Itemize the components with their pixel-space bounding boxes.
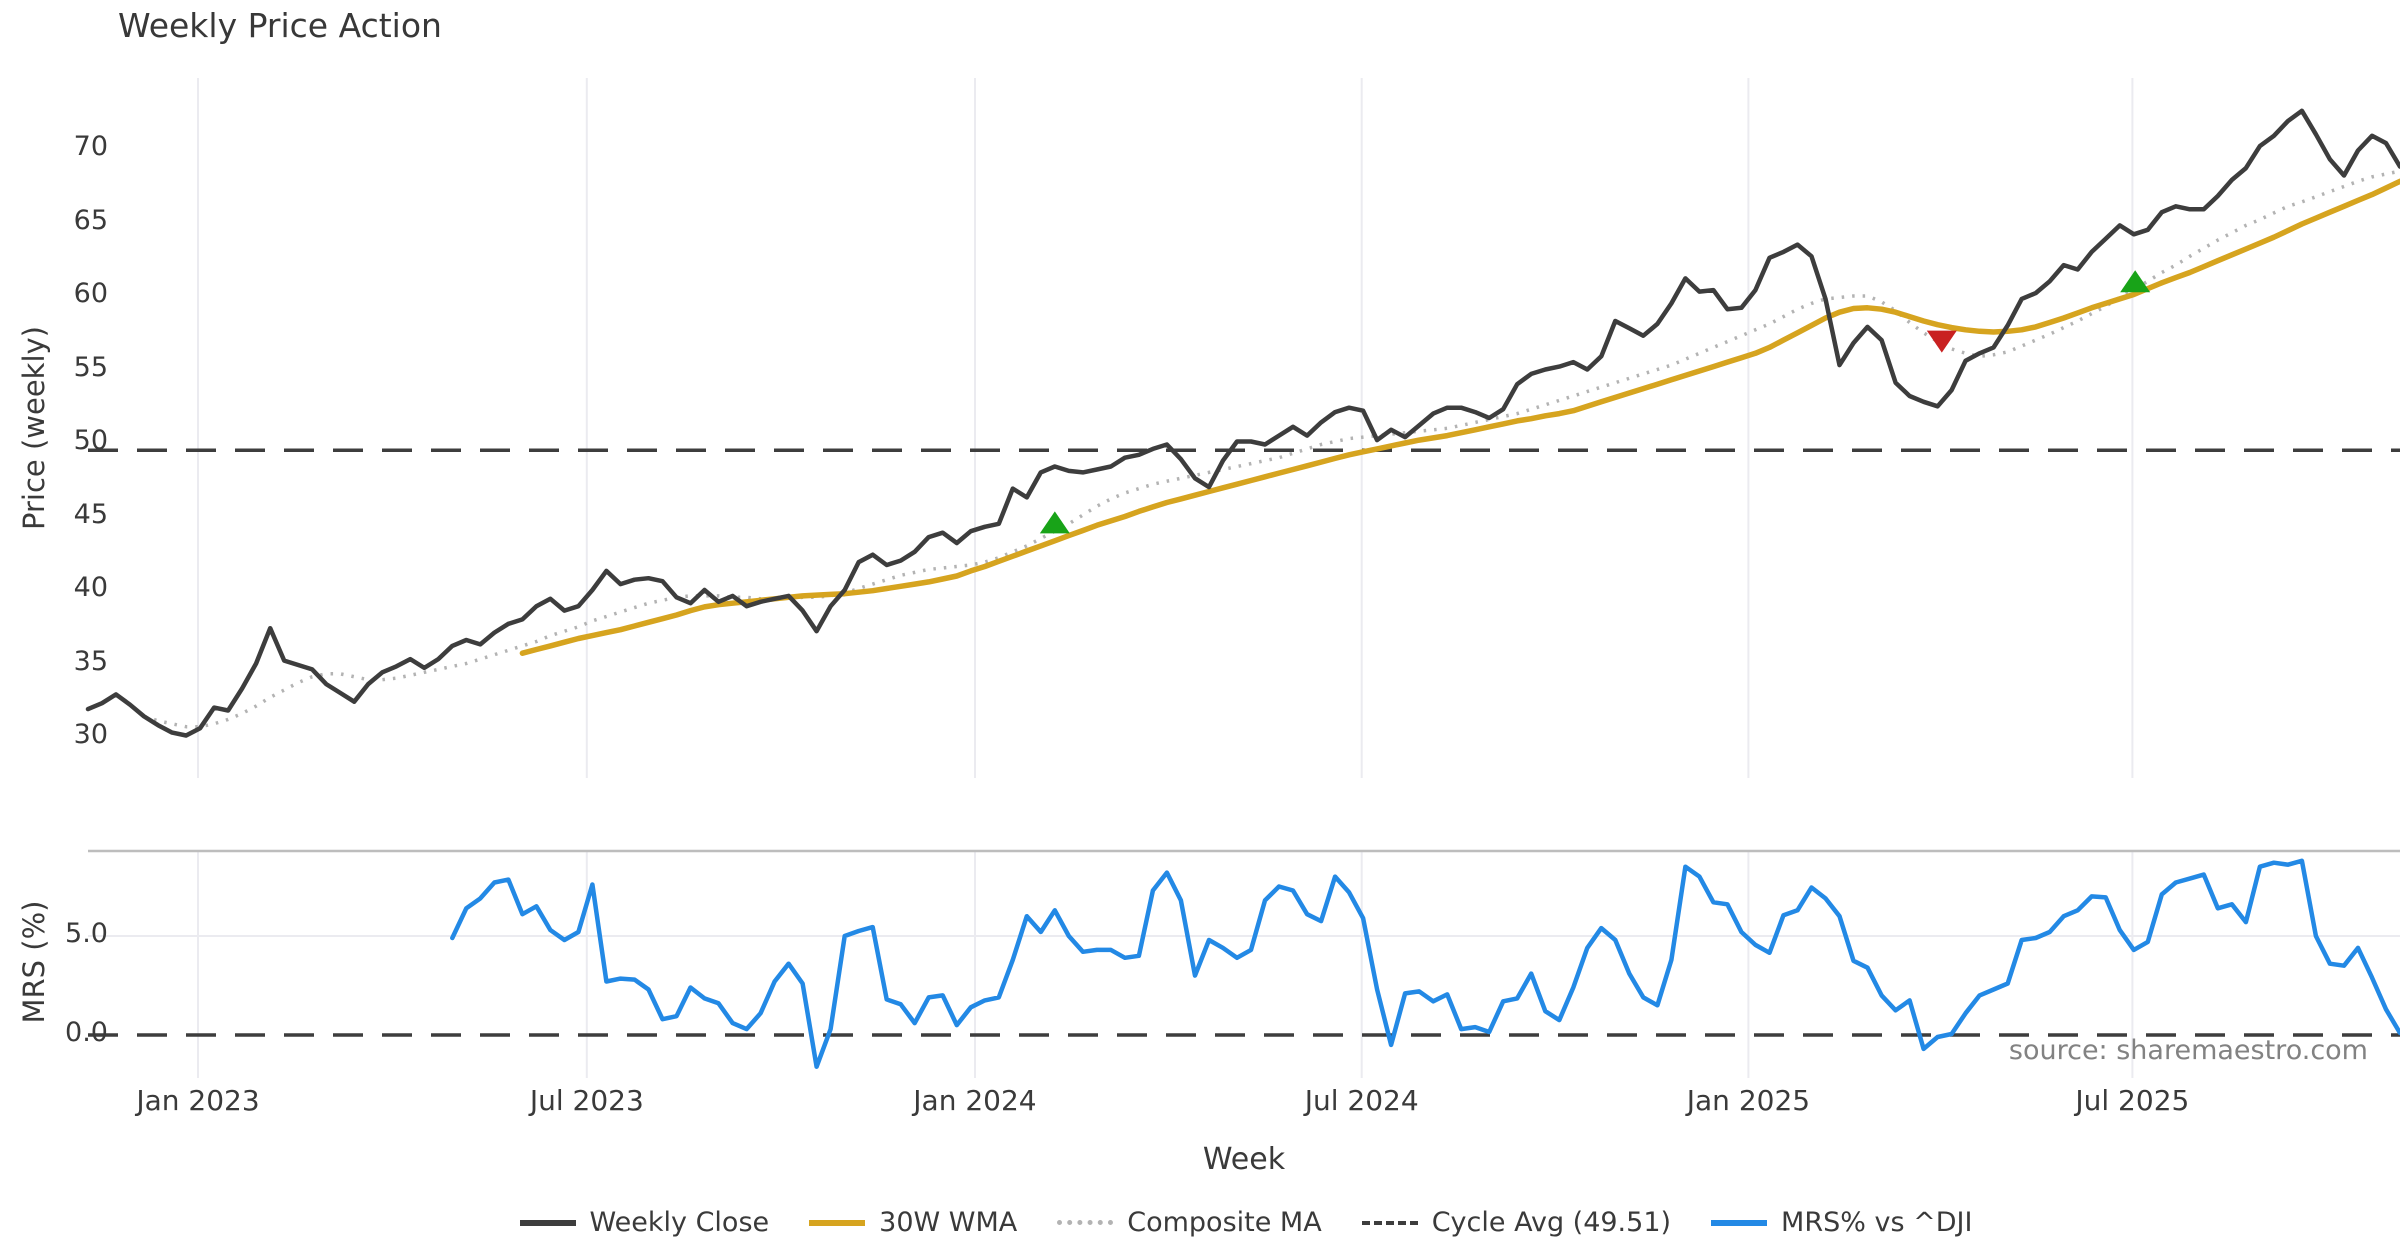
legend-item-cycle-avg: Cycle Avg (49.51) [1361, 1207, 1672, 1238]
mrs-line [450, 858, 2400, 1069]
legend-item-wma: 30W WMA [809, 1207, 1017, 1238]
legend-label: MRS% vs ^DJI [1781, 1207, 1973, 1238]
legend-item-mrs: MRS% vs ^DJI [1711, 1207, 1972, 1238]
source-note: source: sharemaestro.com [2008, 1035, 2368, 1066]
x-tick-label: Jul 2023 [529, 1084, 644, 1117]
mrs-y-tick-label: 0.0 [65, 1017, 108, 1048]
legend-label: Weekly Close [589, 1207, 770, 1238]
x-tick-label: Jan 2024 [913, 1084, 1037, 1117]
sell-signal-marker [1926, 330, 1957, 353]
buy-signal-marker [2120, 270, 2151, 293]
price-y-tick-label: 45 [73, 498, 108, 530]
legend: Weekly Close 30W WMA Composite MA Cycle … [46, 1207, 2400, 1238]
price-y-tick-label: 65 [73, 204, 108, 236]
x-tick-label: Jan 2025 [1686, 1084, 1811, 1117]
price-y-tick-label: 40 [73, 572, 108, 603]
weekly-close-line [85, 108, 2400, 738]
cycle-avg-swatch-icon [1361, 1220, 1418, 1225]
legend-label: 30W WMA [879, 1207, 1018, 1238]
x-tick-label: Jan 2023 [136, 1084, 260, 1117]
mrs-swatch-icon [1711, 1219, 1768, 1226]
x-tick-label: Jul 2024 [1304, 1084, 1419, 1117]
price-y-tick-label: 55 [73, 351, 108, 383]
price-y-tick-label: 60 [73, 278, 108, 309]
price-y-tick-label: 35 [73, 645, 108, 677]
legend-item-weekly-close: Weekly Close [519, 1207, 770, 1238]
composite-ma-line [143, 169, 2400, 729]
chart-title: Weekly Price Action [118, 6, 442, 45]
legend-label: Composite MA [1127, 1207, 1322, 1238]
wma-line [519, 178, 2400, 656]
mrs-y-tick-label: 5.0 [65, 918, 108, 949]
price-y-tick-label: 30 [73, 719, 108, 750]
x-axis-label: Week [1202, 1142, 1286, 1177]
price-y-tick-label: 50 [73, 425, 108, 456]
x-tick-label: Jul 2025 [2075, 1084, 2190, 1117]
composite-ma-swatch-icon [1057, 1220, 1114, 1225]
wma-swatch-icon [809, 1219, 866, 1226]
price-y-tick-label: 70 [73, 131, 108, 162]
legend-item-composite-ma: Composite MA [1057, 1207, 1322, 1238]
weekly-close-swatch-icon [519, 1219, 576, 1226]
legend-label: Cycle Avg (49.51) [1431, 1207, 1672, 1238]
buy-signal-marker [1039, 511, 1070, 534]
